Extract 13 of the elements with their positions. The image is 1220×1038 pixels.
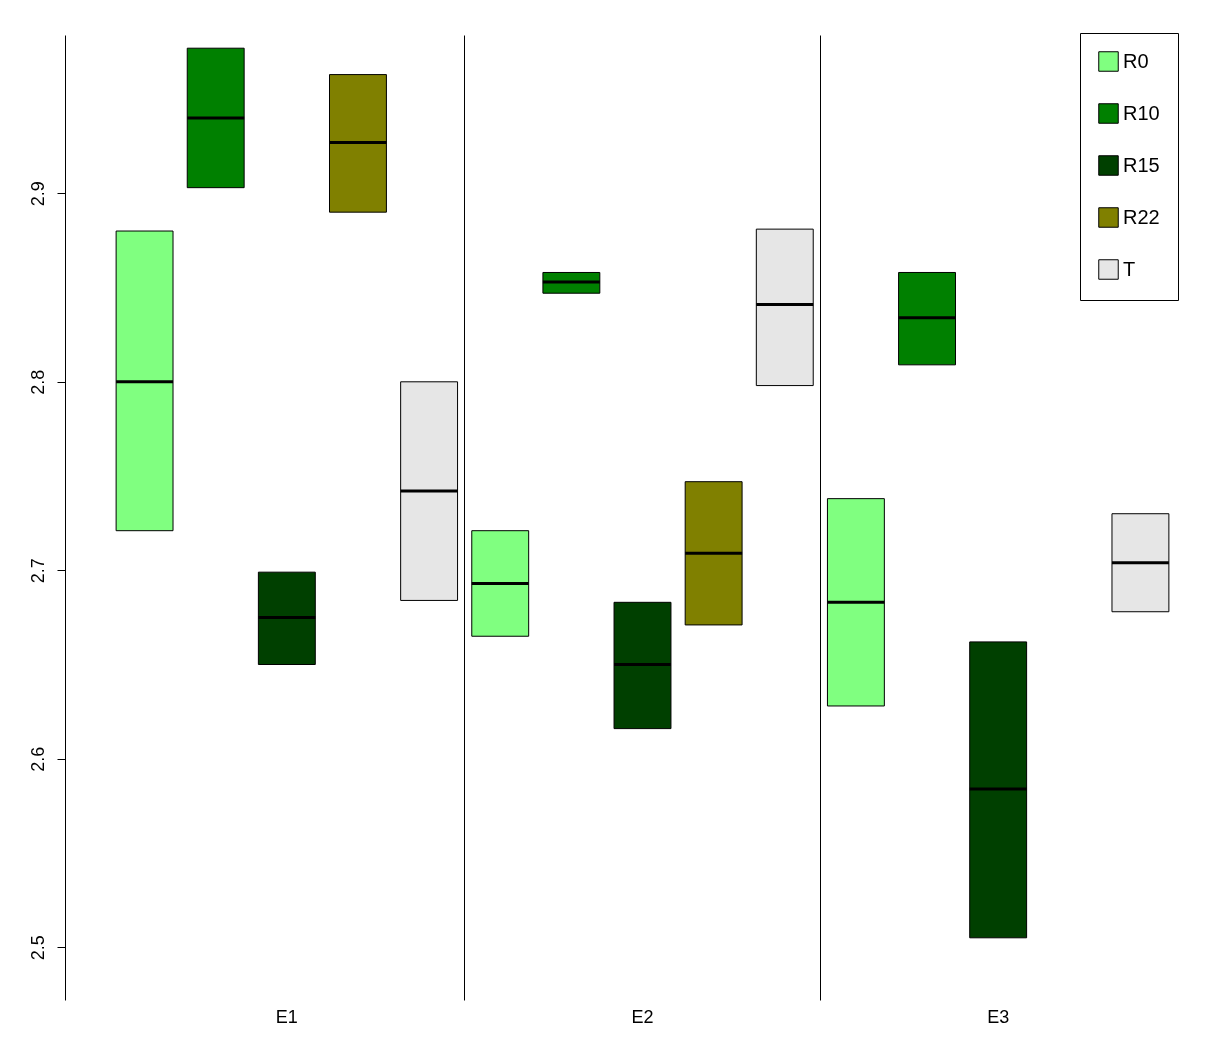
y-tick-label: 2.5: [27, 935, 48, 961]
x-tick-label: E1: [275, 1006, 298, 1027]
legend-label: T: [1123, 257, 1136, 280]
legend-label: R15: [1123, 153, 1160, 176]
y-tick-label: 2.6: [27, 746, 48, 772]
legend-label: R10: [1123, 101, 1160, 124]
legend-label: R0: [1123, 49, 1149, 72]
y-tick-label: 2.9: [27, 181, 48, 207]
y-tick-label: 2.7: [27, 558, 48, 584]
x-tick-label: E2: [631, 1006, 654, 1027]
legend-label: R22: [1123, 205, 1160, 228]
y-tick-label: 2.8: [27, 369, 48, 395]
x-tick-label: E3: [987, 1006, 1010, 1027]
